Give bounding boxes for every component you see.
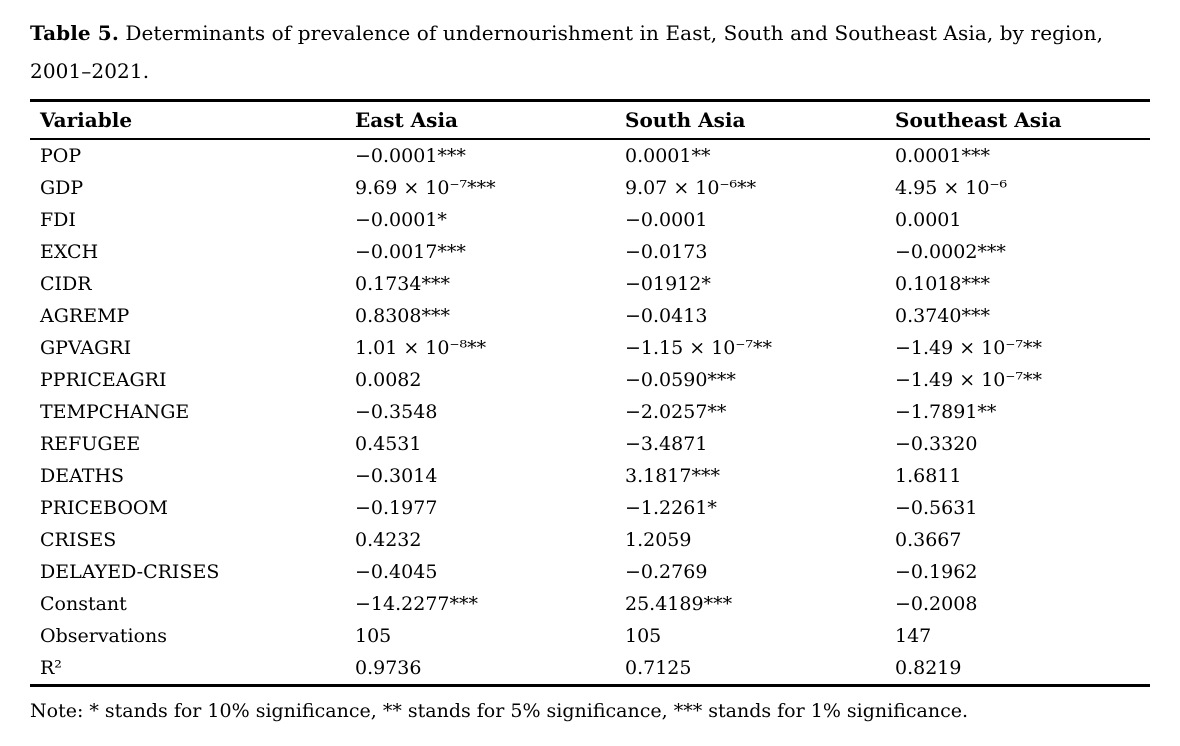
table-row: PPRICEAGRI 0.0082 −0.0590*** −1.49 × 10⁻… bbox=[30, 364, 1150, 396]
cell-east: −0.3014 bbox=[355, 465, 438, 487]
cell-south: −1.15 × 10⁻⁷** bbox=[625, 337, 773, 359]
table-body: POP −0.0001*** 0.0001** 0.0001*** GDP 9.… bbox=[30, 139, 1150, 686]
cell-southeast: 4.95 × 10⁻⁶ bbox=[895, 177, 1008, 199]
table-row: PRICEBOOM −0.1977 −1.2261* −0.5631 bbox=[30, 492, 1150, 524]
table-caption-label: Table 5. bbox=[30, 21, 119, 45]
cell-southeast: −0.0002*** bbox=[895, 241, 1006, 263]
cell-south: 3.1817*** bbox=[625, 465, 720, 487]
table-row: R² 0.9736 0.7125 0.8219 bbox=[30, 652, 1150, 686]
table-row: AGREMP 0.8308*** −0.0413 0.3740*** bbox=[30, 300, 1150, 332]
cell-south: 9.07 × 10⁻⁶** bbox=[625, 177, 757, 199]
column-header-southeast-asia: Southeast Asia bbox=[885, 100, 1150, 140]
table-row: Observations 105 105 147 bbox=[30, 620, 1150, 652]
table-row: TEMPCHANGE −0.3548 −2.0257** −1.7891** bbox=[30, 396, 1150, 428]
cell-southeast: −0.1962 bbox=[895, 561, 978, 583]
cell-east: −0.0001* bbox=[355, 209, 447, 231]
table-row: DEATHS −0.3014 3.1817*** 1.6811 bbox=[30, 460, 1150, 492]
cell-south: −0.0413 bbox=[625, 305, 708, 327]
cell-southeast: −1.49 × 10⁻⁷** bbox=[895, 369, 1043, 391]
cell-south: 105 bbox=[625, 625, 662, 647]
cell-variable: GPVAGRI bbox=[40, 337, 132, 359]
cell-east: 105 bbox=[355, 625, 392, 647]
cell-variable: CIDR bbox=[40, 273, 92, 295]
cell-south: −01912* bbox=[625, 273, 711, 295]
cell-southeast: −0.3320 bbox=[895, 433, 978, 455]
cell-southeast: 0.0001 bbox=[895, 209, 962, 231]
cell-variable: PRICEBOOM bbox=[40, 497, 168, 519]
cell-southeast: 1.6811 bbox=[895, 465, 962, 487]
table-caption: Table 5. Determinants of prevalence of u… bbox=[30, 14, 1150, 90]
cell-east: 0.1734*** bbox=[355, 273, 450, 295]
table-row: GPVAGRI 1.01 × 10⁻⁸** −1.15 × 10⁻⁷** −1.… bbox=[30, 332, 1150, 364]
cell-east: −0.1977 bbox=[355, 497, 438, 519]
cell-south: −0.0001 bbox=[625, 209, 708, 231]
column-header-east-asia: East Asia bbox=[345, 100, 615, 140]
cell-south: −1.2261* bbox=[625, 497, 717, 519]
cell-variable: PPRICEAGRI bbox=[40, 369, 167, 391]
cell-east: −0.0017*** bbox=[355, 241, 466, 263]
column-header-south-asia: South Asia bbox=[615, 100, 885, 140]
cell-southeast: 0.0001*** bbox=[895, 145, 990, 167]
cell-southeast: −0.5631 bbox=[895, 497, 978, 519]
cell-southeast: −1.7891** bbox=[895, 401, 997, 423]
cell-south: 0.7125 bbox=[625, 657, 692, 679]
cell-south: 25.4189*** bbox=[625, 593, 733, 615]
table-caption-line2: 2001–2021. bbox=[30, 59, 150, 83]
header-row: Variable East Asia South Asia Southeast … bbox=[30, 100, 1150, 140]
cell-east: 0.4531 bbox=[355, 433, 422, 455]
cell-variable: Constant bbox=[40, 593, 127, 615]
cell-east: 9.69 × 10⁻⁷*** bbox=[355, 177, 496, 199]
cell-east: 0.0082 bbox=[355, 369, 422, 391]
table-row: Constant −14.2277*** 25.4189*** −0.2008 bbox=[30, 588, 1150, 620]
cell-variable: REFUGEE bbox=[40, 433, 141, 455]
table-header: Variable East Asia South Asia Southeast … bbox=[30, 100, 1150, 140]
table-row: REFUGEE 0.4531 −3.4871 −0.3320 bbox=[30, 428, 1150, 460]
cell-variable: DEATHS bbox=[40, 465, 125, 487]
cell-variable: EXCH bbox=[40, 241, 99, 263]
cell-east: −14.2277*** bbox=[355, 593, 478, 615]
cell-south: −0.0590*** bbox=[625, 369, 736, 391]
cell-east: −0.4045 bbox=[355, 561, 438, 583]
cell-southeast: 0.3667 bbox=[895, 529, 962, 551]
cell-east: 0.9736 bbox=[355, 657, 422, 679]
cell-south: −3.4871 bbox=[625, 433, 708, 455]
cell-east: −0.3548 bbox=[355, 401, 438, 423]
cell-southeast: 0.1018*** bbox=[895, 273, 990, 295]
results-table: Variable East Asia South Asia Southeast … bbox=[30, 99, 1150, 687]
cell-east: 0.8308*** bbox=[355, 305, 450, 327]
cell-east: 1.01 × 10⁻⁸** bbox=[355, 337, 487, 359]
cell-south: 1.2059 bbox=[625, 529, 692, 551]
significance-note: Note: * stands for 10% significance, ** … bbox=[30, 700, 969, 722]
cell-variable: POP bbox=[40, 145, 82, 167]
cell-south: −0.0173 bbox=[625, 241, 708, 263]
table-row: DELAYED-CRISES −0.4045 −0.2769 −0.1962 bbox=[30, 556, 1150, 588]
cell-southeast: −1.49 × 10⁻⁷** bbox=[895, 337, 1043, 359]
table-row: CIDR 0.1734*** −01912* 0.1018*** bbox=[30, 268, 1150, 300]
table-row: EXCH −0.0017*** −0.0173 −0.0002*** bbox=[30, 236, 1150, 268]
cell-variable: FDI bbox=[40, 209, 76, 231]
cell-variable: Observations bbox=[40, 625, 168, 647]
table-row: POP −0.0001*** 0.0001** 0.0001*** bbox=[30, 139, 1150, 172]
table-caption-line1: Determinants of prevalence of undernouri… bbox=[125, 21, 1104, 45]
cell-east: −0.0001*** bbox=[355, 145, 466, 167]
cell-variable: TEMPCHANGE bbox=[40, 401, 190, 423]
cell-variable: R² bbox=[40, 657, 62, 679]
cell-variable: AGREMP bbox=[40, 305, 130, 327]
cell-variable: CRISES bbox=[40, 529, 117, 551]
cell-southeast: −0.2008 bbox=[895, 593, 978, 615]
cell-southeast: 0.8219 bbox=[895, 657, 962, 679]
table-row: FDI −0.0001* −0.0001 0.0001 bbox=[30, 204, 1150, 236]
column-header-variable: Variable bbox=[30, 100, 345, 140]
cell-east: 0.4232 bbox=[355, 529, 422, 551]
cell-south: 0.0001** bbox=[625, 145, 711, 167]
cell-variable: GDP bbox=[40, 177, 84, 199]
cell-south: −0.2769 bbox=[625, 561, 708, 583]
cell-southeast: 0.3740*** bbox=[895, 305, 990, 327]
table-row: CRISES 0.4232 1.2059 0.3667 bbox=[30, 524, 1150, 556]
cell-southeast: 147 bbox=[895, 625, 932, 647]
cell-variable: DELAYED-CRISES bbox=[40, 561, 220, 583]
table-row: GDP 9.69 × 10⁻⁷*** 9.07 × 10⁻⁶** 4.95 × … bbox=[30, 172, 1150, 204]
cell-south: −2.0257** bbox=[625, 401, 727, 423]
paper-page: Table 5. Determinants of prevalence of u… bbox=[30, 14, 1150, 722]
